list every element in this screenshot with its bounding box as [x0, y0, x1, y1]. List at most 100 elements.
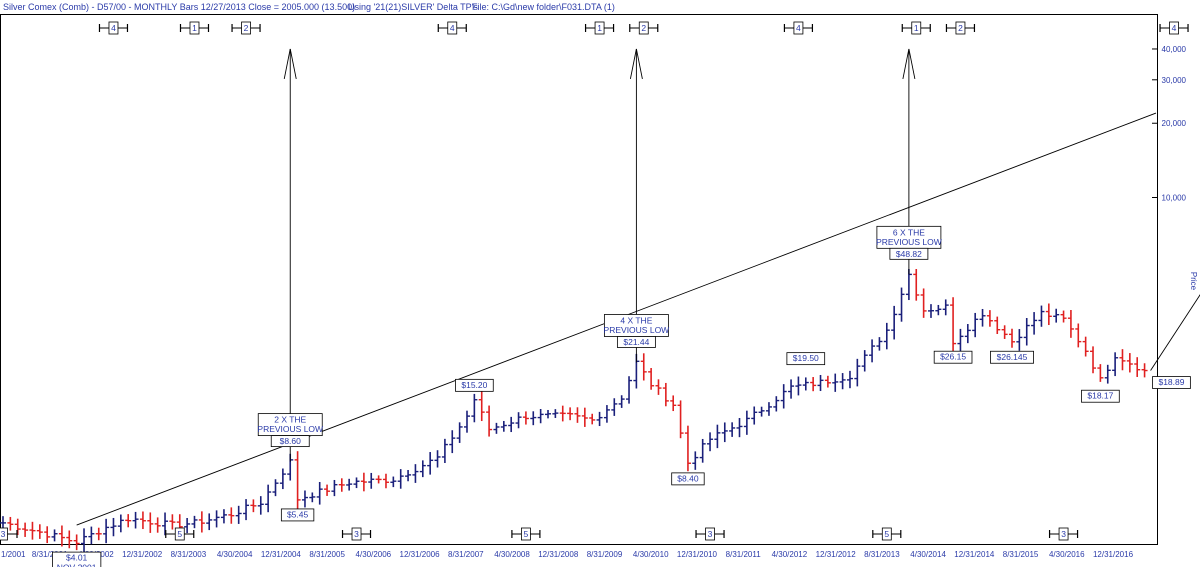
- price-bar: [110, 517, 117, 537]
- price-bar: [169, 514, 176, 530]
- cycle-marker-number: 4: [796, 23, 801, 33]
- price-bar: [648, 368, 655, 390]
- price-label: $18.89: [1152, 376, 1191, 389]
- price-bar: [139, 511, 146, 530]
- top-cycle-marker: 1: [179, 21, 210, 35]
- price-bar: [655, 379, 662, 395]
- price-bar: [1009, 328, 1016, 348]
- bottom-cycle-marker: 3: [1048, 527, 1079, 541]
- projection-label-text: 6 X THE: [893, 227, 925, 237]
- price-bar: [964, 324, 971, 344]
- price-bar: [552, 409, 559, 418]
- cycle-marker-number: 4: [111, 23, 116, 33]
- price-bar: [743, 410, 750, 435]
- price-bar: [920, 288, 927, 318]
- price-bar: [162, 512, 169, 536]
- price-label: $5.45: [280, 508, 315, 522]
- price-bar: [972, 312, 979, 338]
- price-bar: [596, 411, 603, 427]
- x-tick-label: 4/30/2012: [772, 550, 808, 559]
- x-tick-label: 8/31/2009: [587, 550, 623, 559]
- top-cycle-marker: 4: [98, 21, 129, 35]
- bottom-cycle-marker: 3: [0, 527, 18, 541]
- price-bar: [942, 299, 949, 316]
- price-bar: [824, 375, 831, 388]
- price-bar: [979, 308, 986, 327]
- price-bar: [876, 337, 883, 351]
- price-label: $26.15: [933, 350, 973, 364]
- price-bar: [397, 469, 404, 489]
- price-bar: [243, 499, 250, 521]
- price-bar: [714, 424, 721, 449]
- x-tick-label: 4/30/2016: [1049, 550, 1085, 559]
- bottom-cycle-marker: 3: [695, 527, 725, 541]
- price-bar: [360, 472, 367, 492]
- price-bar: [353, 477, 360, 489]
- price-bar: [44, 526, 51, 544]
- price-label: $26.145: [990, 350, 1034, 364]
- projection-arrow: [283, 48, 297, 80]
- plot-frame: [0, 14, 1158, 545]
- price-bar: [935, 304, 942, 316]
- price-label-text: $26.145: [997, 352, 1028, 362]
- top-cycle-marker: 2: [945, 21, 976, 35]
- y-tick-label: 20,000: [1162, 119, 1187, 128]
- price-bar: [1141, 363, 1148, 378]
- price-bar: [670, 395, 677, 412]
- price-bar: [154, 517, 161, 533]
- price-bar: [537, 409, 544, 424]
- x-tick-label: 12/31/2008: [538, 550, 579, 559]
- x-tick-label: 8/31/2015: [1003, 550, 1039, 559]
- projection-label-text: 2 X THE: [274, 415, 306, 425]
- price-bar: [626, 376, 633, 404]
- price-bar: [184, 518, 191, 534]
- price-bar: [463, 410, 470, 433]
- price-bar: [817, 374, 824, 392]
- price-bar: [1001, 325, 1008, 339]
- price-bar: [603, 405, 610, 423]
- price-bar: [751, 406, 758, 425]
- price-bar: [1060, 310, 1067, 323]
- price-bar: [898, 287, 905, 322]
- price-bar: [994, 316, 1001, 335]
- projection-label-text: PREVIOUS LOW: [876, 237, 942, 247]
- price-bar: [434, 450, 441, 468]
- price-bar: [493, 422, 500, 434]
- price-bar: [228, 507, 235, 524]
- price-bar: [36, 524, 43, 539]
- chart-title: Silver Comex (Comb) - D57/00 - MONTHLY B…: [3, 2, 356, 12]
- price-bar: [73, 534, 80, 551]
- x-tick-label: 12/31/2004: [261, 550, 302, 559]
- x-tick-label: 4/30/2014: [910, 550, 946, 559]
- price-bar: [66, 530, 73, 549]
- price-bar: [1053, 308, 1060, 323]
- cycle-marker-number: 5: [884, 529, 889, 539]
- cycle-marker-number: 2: [244, 23, 249, 33]
- price-bar: [765, 402, 772, 416]
- price-bar: [117, 514, 124, 533]
- projection-price: $48.82: [896, 249, 922, 259]
- price-bar: [839, 373, 846, 390]
- price-label: $18.17: [1081, 389, 1120, 403]
- price-bar: [522, 411, 529, 425]
- bottom-cycle-marker: 3: [341, 527, 372, 541]
- price-bar: [58, 525, 65, 547]
- price-label-text: $5.45: [287, 509, 309, 519]
- price-bar: [515, 412, 522, 429]
- price-bar: [331, 479, 338, 497]
- price-bar: [788, 379, 795, 399]
- cycle-marker-number: 2: [958, 23, 963, 33]
- y-axis-title: Price: [1189, 272, 1198, 291]
- x-tick-label: 4/30/2006: [356, 550, 392, 559]
- price-bar: [147, 512, 154, 533]
- price-bar: [1031, 312, 1038, 335]
- y-tick-label: 10,000: [1162, 194, 1187, 203]
- price-bar: [1045, 303, 1052, 326]
- price-bar: [265, 484, 272, 513]
- price-bar: [456, 422, 463, 443]
- price-bar: [309, 492, 316, 503]
- cycle-marker-number: 1: [597, 23, 602, 33]
- price-bar: [1090, 346, 1097, 374]
- price-bar: [213, 510, 220, 528]
